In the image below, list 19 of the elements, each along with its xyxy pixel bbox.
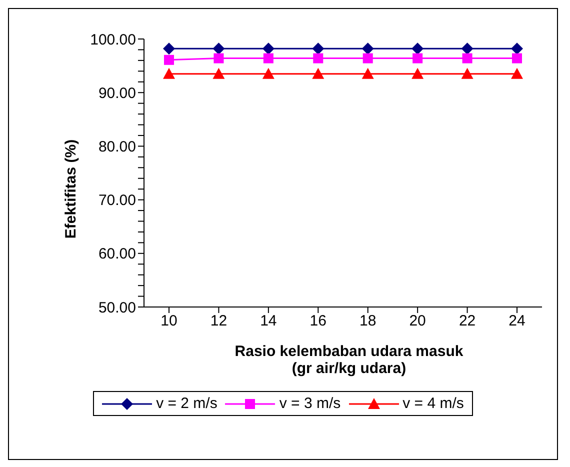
x-tick-label: 10 [160,312,178,330]
x-tick-label: 16 [310,312,326,330]
legend-label: v = 4 m/s [402,395,464,412]
y-axis-title: Efektifitas (%) [62,139,80,239]
x-tick-label: 14 [260,312,277,330]
y-tick-label: 70.00 [98,192,136,210]
y-tick-label: 60.00 [98,246,136,263]
x-tick-label: 24 [508,312,526,330]
y-tick-label: 50.00 [98,299,136,316]
x-tick-label: 18 [360,312,376,330]
x-tick-label: 12 [210,312,228,330]
x-tick-label: 22 [458,312,476,330]
y-tick-label: 100.00 [90,31,136,48]
legend-label: v = 2 m/s [156,395,218,412]
x-axis-title: Rasio kelembaban udara masuk (gr air/kg udara) [234,343,464,377]
legend-label: v = 3 m/s [279,395,341,412]
x-tick-label: 20 [409,312,426,330]
y-tick-label: 80.00 [98,138,136,156]
y-tick-label: 90.00 [98,84,136,102]
